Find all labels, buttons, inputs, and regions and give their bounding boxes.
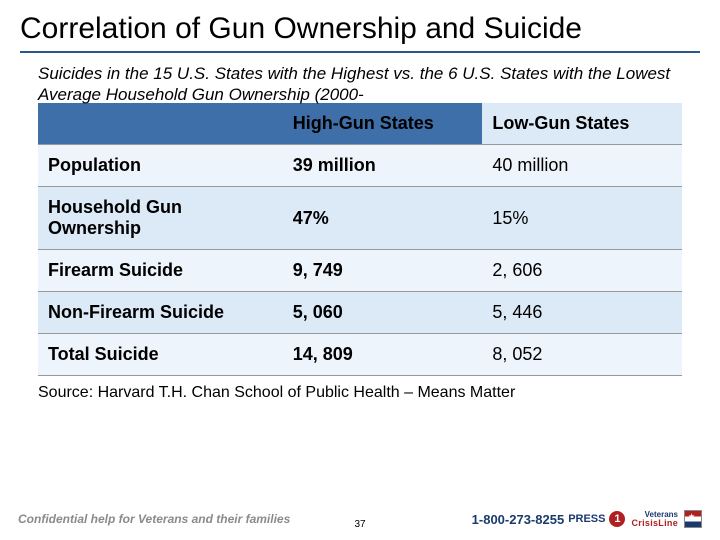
footer-tagline: Confidential help for Veterans and their… (18, 512, 290, 526)
row-category: Non-Firearm Suicide (38, 292, 283, 334)
phone-number: 1-800-273-8255 (472, 512, 565, 527)
table-header-blank (38, 103, 283, 145)
table-row: Total Suicide 14, 809 8, 052 (38, 334, 682, 376)
row-category: Firearm Suicide (38, 250, 283, 292)
table-row: Population 39 million 40 million (38, 145, 682, 187)
row-high-value: 39 million (283, 145, 483, 187)
row-high-value: 14, 809 (283, 334, 483, 376)
table-header-high: High-Gun States (283, 103, 483, 145)
table-header-low: Low-Gun States (482, 103, 682, 145)
press-label: PRESS (568, 513, 605, 525)
press-digit-badge: 1 (609, 511, 625, 527)
row-category: Household Gun Ownership (38, 187, 283, 250)
slide-title: Correlation of Gun Ownership and Suicide (20, 12, 700, 53)
source-citation: Source: Harvard T.H. Chan School of Publ… (20, 376, 700, 402)
row-low-value: 15% (482, 187, 682, 250)
row-high-value: 9, 749 (283, 250, 483, 292)
row-high-value: 5, 060 (283, 292, 483, 334)
table-row: Firearm Suicide 9, 749 2, 606 (38, 250, 682, 292)
row-low-value: 2, 606 (482, 250, 682, 292)
crisis-phone: 1-800-273-8255 PRESS 1 (472, 511, 626, 527)
row-category: Total Suicide (38, 334, 283, 376)
slide-subtitle: Suicides in the 15 U.S. States with the … (20, 63, 700, 106)
veterans-crisis-line-logo: Veterans CrisisLine (631, 511, 678, 528)
row-category: Population (38, 145, 283, 187)
table-row: Non-Firearm Suicide 5, 060 5, 446 (38, 292, 682, 334)
logo-bottom-text: CrisisLine (631, 519, 678, 528)
row-low-value: 5, 446 (482, 292, 682, 334)
row-low-value: 8, 052 (482, 334, 682, 376)
row-low-value: 40 million (482, 145, 682, 187)
table-row: Household Gun Ownership 47% 15% (38, 187, 682, 250)
row-high-value: 47% (283, 187, 483, 250)
slide-footer: Confidential help for Veterans and their… (0, 502, 720, 540)
comparison-table: High-Gun States Low-Gun States Populatio… (20, 103, 700, 376)
flag-icon (684, 510, 702, 528)
